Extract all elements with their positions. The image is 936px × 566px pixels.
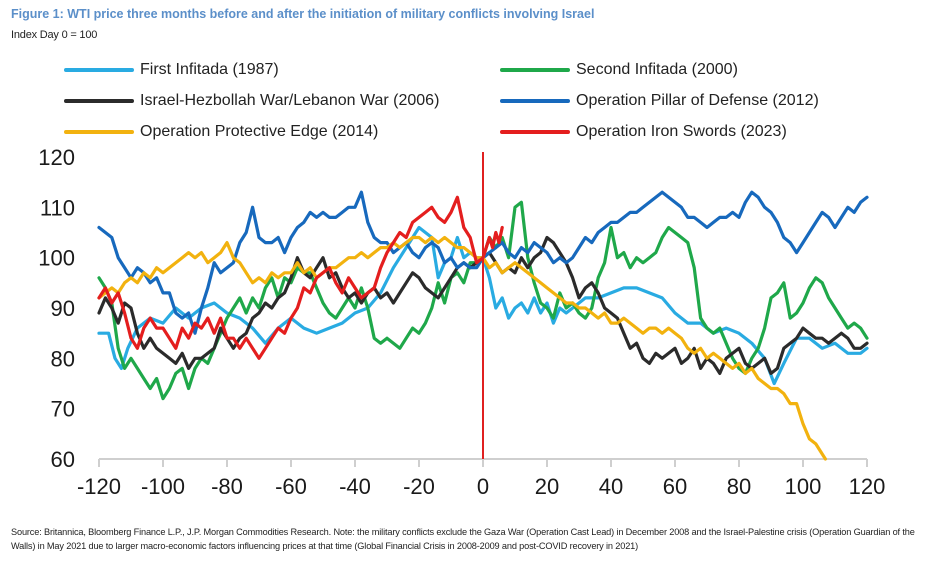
x-tick-label: -120 <box>77 474 121 499</box>
y-tick-label: 80 <box>51 346 75 371</box>
legend-swatch <box>64 130 134 134</box>
x-tick-label: 60 <box>663 474 687 499</box>
legend-item-protective-edge: Operation Protective Edge (2014) <box>64 120 378 144</box>
x-tick-label: -60 <box>275 474 307 499</box>
y-tick-label: 70 <box>51 397 75 422</box>
legend-label: Operation Pillar of Defense (2012) <box>576 92 819 109</box>
source-note: Source: Britannica, Bloomberg Finance L.… <box>11 527 915 551</box>
y-tick-label: 60 <box>51 447 75 472</box>
y-tick-label: 110 <box>40 195 75 220</box>
series-line-operation-protective-edge-2014 <box>97 235 827 461</box>
x-tick-label: 120 <box>849 474 886 499</box>
y-tick-label: 90 <box>51 296 75 321</box>
figure-subtitle: Index Day 0 = 100 <box>11 29 98 41</box>
chart-legend: First Infitada (1987) Israel-Hezbollah W… <box>0 58 936 148</box>
legend-item-second-infitada: Second Infitada (2000) <box>500 58 738 82</box>
x-tick-label: 100 <box>785 474 822 499</box>
legend-swatch <box>64 99 134 103</box>
legend-swatch <box>500 99 570 103</box>
legend-item-iron-swords: Operation Iron Swords (2023) <box>500 120 787 144</box>
legend-label: First Infitada (1987) <box>140 61 279 78</box>
legend-item-first-infitada: First Infitada (1987) <box>64 58 279 82</box>
legend-item-lebanon-war: Israel-Hezbollah War/Lebanon War (2006) <box>64 89 439 113</box>
x-tick-label: 0 <box>477 474 489 499</box>
legend-label: Israel-Hezbollah War/Lebanon War (2006) <box>140 92 440 109</box>
x-tick-label: 20 <box>535 474 559 499</box>
legend-swatch <box>500 130 570 134</box>
x-tick-label: 40 <box>599 474 623 499</box>
x-tick-label: -100 <box>141 474 185 499</box>
y-tick-label: 100 <box>38 246 75 271</box>
y-tick-label: 120 <box>38 145 75 170</box>
x-tick-label: -20 <box>403 474 435 499</box>
legend-item-pillar-of-defense: Operation Pillar of Defense (2012) <box>500 89 819 113</box>
series-line-operation-iron-swords-2023 <box>97 195 504 360</box>
x-tick-label: -40 <box>339 474 371 499</box>
x-tick-label: 80 <box>727 474 751 499</box>
x-tick-label: -80 <box>211 474 243 499</box>
legend-label: Operation Protective Edge (2014) <box>140 123 379 140</box>
legend-swatch <box>500 68 570 72</box>
line-chart: -120 -100 -80 -60 -40 -20 0 20 40 60 80 100 120 60 70 8… <box>38 145 885 499</box>
legend-label: Operation Iron Swords (2023) <box>576 123 787 140</box>
legend-swatch <box>64 68 134 72</box>
figure-title: Figure 1: WTI price three months before … <box>11 7 595 21</box>
axes: -120 -100 -80 -60 -40 -20 0 20 40 60 80 100 120 60 70 8… <box>38 145 885 499</box>
legend-label: Second Infitada (2000) <box>576 61 738 78</box>
